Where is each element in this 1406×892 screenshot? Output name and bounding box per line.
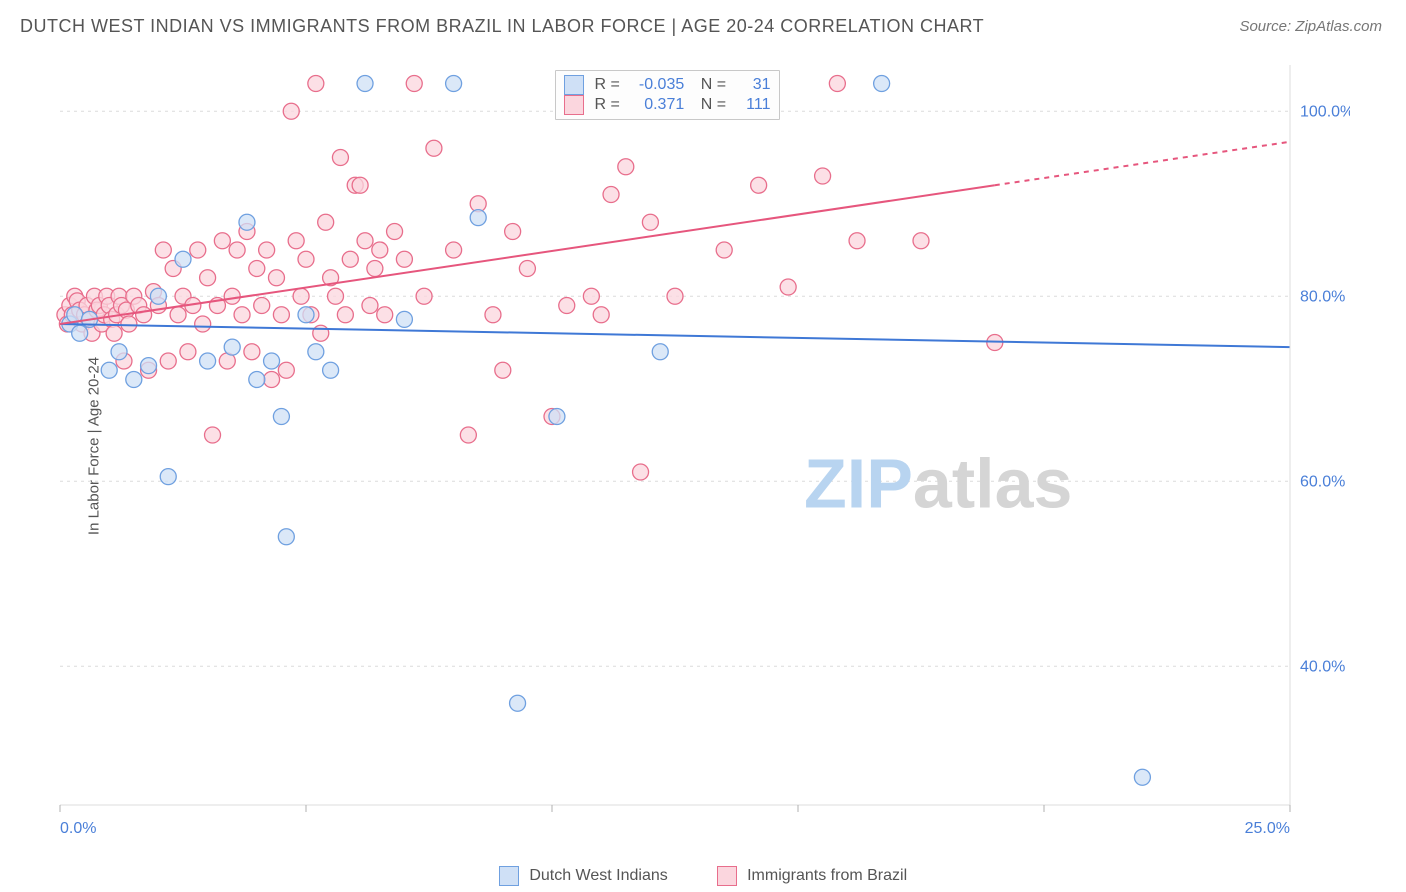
scatter-chart: 40.0% 60.0% 80.0% 100.0% ZIPatlas 0.0% 25.0% bbox=[50, 55, 1350, 835]
legend-n1-value: 31 bbox=[731, 76, 771, 94]
source-attribution: Source: ZipAtlas.com bbox=[1239, 18, 1382, 35]
svg-text:80.0%: 80.0% bbox=[1300, 288, 1345, 305]
bottom-label-2: Immigrants from Brazil bbox=[747, 867, 907, 884]
chart-title: DUTCH WEST INDIAN VS IMMIGRANTS FROM BRA… bbox=[20, 16, 984, 37]
legend-n2-value: 111 bbox=[731, 96, 771, 114]
bottom-label-1: Dutch West Indians bbox=[529, 867, 667, 884]
legend-r-label2: R = bbox=[594, 96, 619, 113]
bottom-swatch-1 bbox=[499, 866, 519, 886]
svg-text:100.0%: 100.0% bbox=[1300, 103, 1350, 120]
svg-text:40.0%: 40.0% bbox=[1300, 658, 1345, 675]
legend-row-series2: R = 0.371 N = 111 bbox=[564, 95, 771, 115]
legend-row-series1: R = -0.035 N = 31 bbox=[564, 75, 771, 95]
legend-n-label2: N = bbox=[701, 96, 726, 113]
svg-text:25.0%: 25.0% bbox=[1245, 820, 1290, 835]
swatch-series1 bbox=[564, 75, 584, 95]
correlation-legend: R = -0.035 N = 31 R = 0.371 N = 111 bbox=[555, 70, 780, 120]
series-legend: Dutch West Indians Immigrants from Brazi… bbox=[0, 866, 1406, 886]
legend-r1-value: -0.035 bbox=[624, 76, 684, 94]
legend-r-label: R = bbox=[594, 76, 619, 93]
svg-text:60.0%: 60.0% bbox=[1300, 473, 1345, 490]
swatch-series2 bbox=[564, 95, 584, 115]
svg-text:0.0%: 0.0% bbox=[60, 820, 96, 835]
legend-r2-value: 0.371 bbox=[624, 96, 684, 114]
svg-text:ZIPatlas: ZIPatlas bbox=[804, 444, 1072, 522]
bottom-swatch-2 bbox=[717, 866, 737, 886]
legend-n-label: N = bbox=[701, 76, 726, 93]
